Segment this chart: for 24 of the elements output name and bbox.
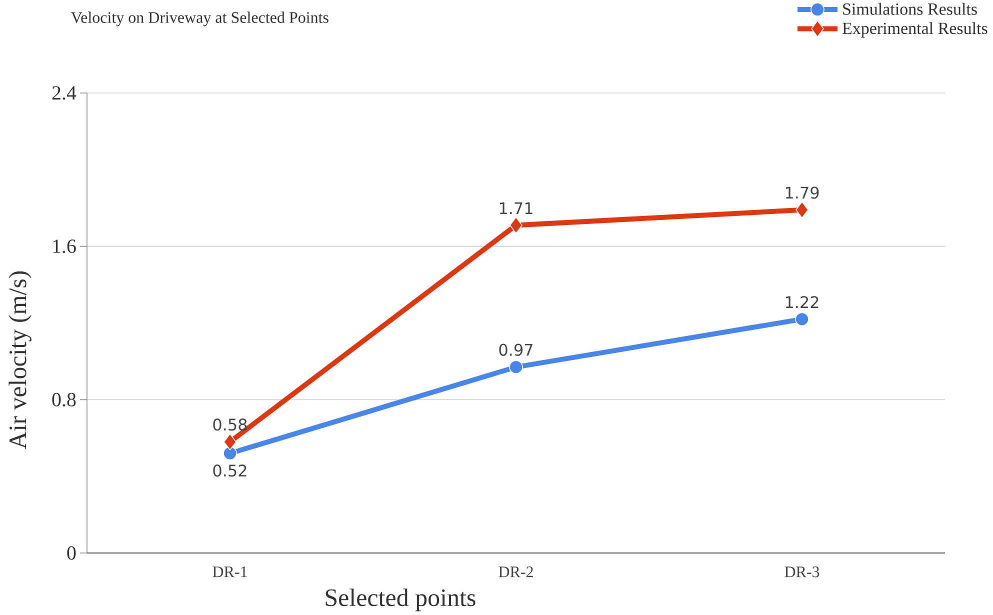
y-tick-label: 1.6	[53, 240, 76, 254]
y-tick-label: 0.8	[52, 392, 76, 406]
y-tick-label: 2.4	[52, 86, 76, 100]
y-tick-label: 0	[67, 546, 76, 560]
x-tick-label: DR-3	[784, 566, 820, 578]
x-tick-label: DR-1	[212, 566, 247, 578]
y-axis-title: Air velocity (m/s)	[8, 271, 32, 450]
point	[224, 433, 236, 450]
data-label: 0.52	[213, 464, 246, 477]
data-label: 1.71	[500, 202, 532, 214]
point	[509, 360, 523, 374]
legend-label: Experimental Results	[842, 22, 988, 38]
data-label: 0.58	[213, 418, 247, 431]
point	[510, 216, 522, 234]
point	[796, 202, 808, 218]
data-label: 1.22	[786, 296, 818, 308]
point	[795, 312, 809, 326]
data-label: 1.79	[786, 186, 819, 199]
x-tick-label: DR-2	[498, 566, 533, 578]
x-axis-title: Selected points	[326, 588, 476, 612]
legend-label: Simulations Results	[843, 2, 977, 15]
data-label: 0.97	[499, 344, 532, 356]
chart-title: Velocity on Driveway at Selected Points	[70, 12, 328, 26]
point	[223, 446, 237, 460]
